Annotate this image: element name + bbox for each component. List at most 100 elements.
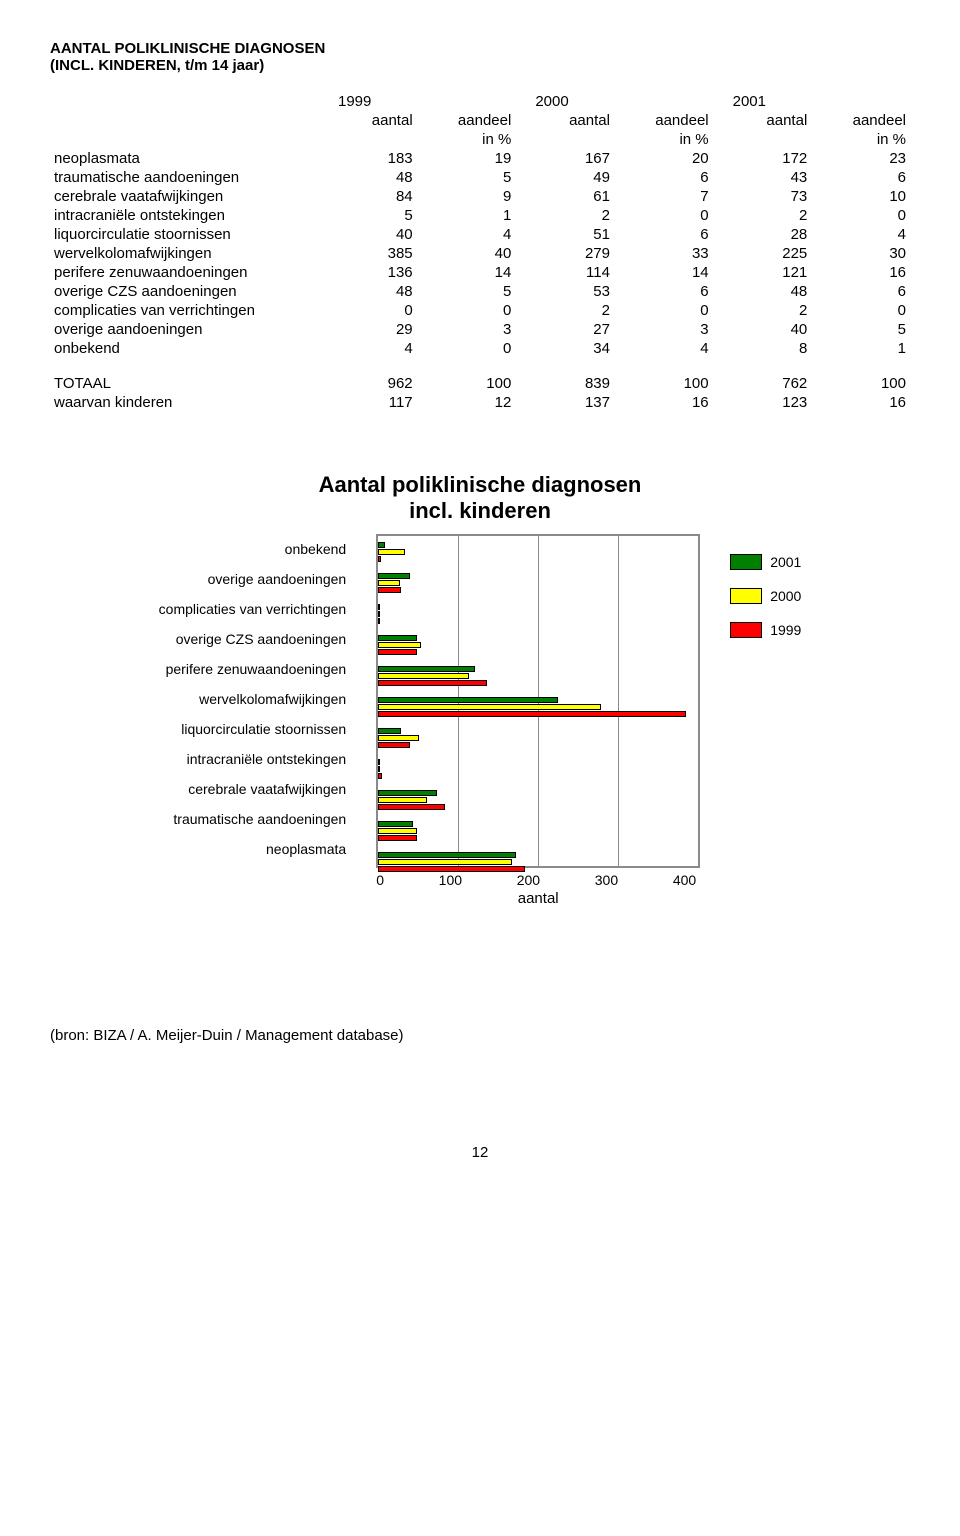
cell: 8 <box>713 339 812 358</box>
cell: 84 <box>318 187 417 206</box>
y-label: neoplasmata <box>159 834 347 864</box>
table-row: traumatische aandoeningen485496436 <box>50 168 910 187</box>
y-label: overige CZS aandoeningen <box>159 624 347 654</box>
y-label: wervelkolomafwijkingen <box>159 684 347 714</box>
cell: 27 <box>515 320 614 339</box>
row-label: waarvan kinderen <box>50 393 318 412</box>
table-row: neoplasmata183191672017223 <box>50 149 910 168</box>
bar <box>378 828 417 834</box>
cell: 34 <box>515 339 614 358</box>
y-label: onbekend <box>159 534 347 564</box>
bar <box>378 797 427 803</box>
chart-legend: 200120001999 <box>730 554 801 638</box>
bar <box>378 835 416 841</box>
bar <box>378 759 380 765</box>
bar <box>378 666 475 672</box>
cell: 839 <box>515 374 614 393</box>
cell: 100 <box>417 374 516 393</box>
year-1999: 1999 <box>318 92 515 111</box>
cell: 2 <box>713 206 812 225</box>
cell: 0 <box>811 301 910 320</box>
cell: 20 <box>614 149 713 168</box>
bar-group <box>378 598 698 629</box>
x-axis-label: aantal <box>376 890 700 907</box>
table-row: liquorcirculatie stoornissen404516284 <box>50 225 910 244</box>
cell: 1 <box>417 206 516 225</box>
bar <box>378 604 380 610</box>
bar <box>378 587 401 593</box>
bar <box>378 542 384 548</box>
bar-group <box>378 567 698 598</box>
cell: 6 <box>811 282 910 301</box>
cell: 40 <box>318 225 417 244</box>
bar-group <box>378 722 698 753</box>
cell: 4 <box>318 339 417 358</box>
bar-group <box>378 784 698 815</box>
y-label: overige aandoeningen <box>159 564 347 594</box>
diagnoses-table: 1999 2000 2001 aantal aandeel aantal aan… <box>50 92 910 412</box>
row-label: complicaties van verrichtingen <box>50 301 318 320</box>
cell: 48 <box>318 168 417 187</box>
cell: 167 <box>515 149 614 168</box>
bar-group <box>378 629 698 660</box>
cell: 0 <box>318 301 417 320</box>
cell: 33 <box>614 244 713 263</box>
table-row: cerebrale vaatafwijkingen8496177310 <box>50 187 910 206</box>
cell: 6 <box>811 168 910 187</box>
cell: 40 <box>417 244 516 263</box>
sub-header-row-2: in % in % in % <box>50 130 910 149</box>
cell: 48 <box>713 282 812 301</box>
bar <box>378 680 487 686</box>
cell: 4 <box>811 225 910 244</box>
cell: 43 <box>713 168 812 187</box>
total-row: TOTAAL962100839100762100 <box>50 374 910 393</box>
cell: 172 <box>713 149 812 168</box>
bar-group <box>378 815 698 846</box>
bar <box>378 704 601 710</box>
plot-area <box>376 534 700 868</box>
bar <box>378 742 410 748</box>
cell: 9 <box>417 187 516 206</box>
cell: 5 <box>417 282 516 301</box>
cell: 136 <box>318 263 417 282</box>
bar <box>378 859 512 865</box>
cell: 123 <box>713 393 812 412</box>
total-row: waarvan kinderen117121371612316 <box>50 393 910 412</box>
cell: 14 <box>417 263 516 282</box>
cell: 28 <box>713 225 812 244</box>
cell: 2 <box>515 206 614 225</box>
cell: 30 <box>811 244 910 263</box>
page-number: 12 <box>50 1144 910 1161</box>
sub-header-row-1: aantal aandeel aantal aandeel aantal aan… <box>50 111 910 130</box>
cell: 53 <box>515 282 614 301</box>
table-row: overige CZS aandoeningen485536486 <box>50 282 910 301</box>
bar <box>378 649 416 655</box>
cell: 0 <box>811 206 910 225</box>
bar-group <box>378 846 698 877</box>
bar <box>378 804 445 810</box>
row-label: overige CZS aandoeningen <box>50 282 318 301</box>
bar <box>378 611 380 617</box>
bar-group <box>378 536 698 567</box>
cell: 5 <box>318 206 417 225</box>
year-header-row: 1999 2000 2001 <box>50 92 910 111</box>
bar <box>378 573 410 579</box>
bar-group <box>378 660 698 691</box>
row-label: cerebrale vaatafwijkingen <box>50 187 318 206</box>
bar <box>378 735 419 741</box>
cell: 2 <box>515 301 614 320</box>
bar <box>378 642 420 648</box>
bar <box>378 852 516 858</box>
cell: 16 <box>614 393 713 412</box>
row-label: liquorcirculatie stoornissen <box>50 225 318 244</box>
y-label: intracraniële ontstekingen <box>159 744 347 774</box>
cell: 962 <box>318 374 417 393</box>
bar <box>378 673 469 679</box>
legend-item: 2001 <box>730 554 801 570</box>
row-label: traumatische aandoeningen <box>50 168 318 187</box>
cell: 29 <box>318 320 417 339</box>
legend-swatch <box>730 588 762 604</box>
cell: 5 <box>417 168 516 187</box>
cell: 49 <box>515 168 614 187</box>
bar <box>378 728 400 734</box>
